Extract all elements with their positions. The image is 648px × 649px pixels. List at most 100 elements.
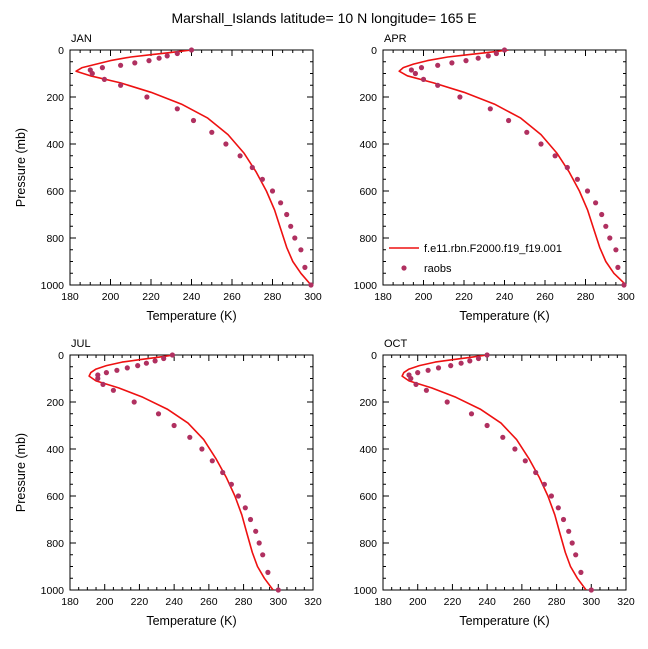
raobs-point: [500, 434, 506, 440]
y-tick-label: 600: [359, 491, 377, 503]
raobs-point: [143, 360, 149, 366]
raobs-point: [256, 540, 262, 546]
raobs-point: [593, 200, 599, 206]
panel-apr: APR 180 200 220 240 260 280 300 0 200 400 600 800 100…: [354, 33, 635, 323]
raobs-point: [435, 365, 442, 371]
raobs-point: [275, 587, 281, 593]
raobs-point: [118, 62, 124, 68]
raobs-point: [124, 365, 130, 371]
x-tick-label: 280: [235, 596, 253, 608]
plot-frame: [382, 354, 627, 591]
y-axis-label: Pressure (mb): [14, 433, 28, 512]
raobs-point: [89, 70, 95, 77]
x-tick-label: 200: [96, 596, 114, 608]
raobs-point: [247, 516, 254, 523]
raobs-point: [415, 370, 421, 376]
y-axis-label: Pressure (mb): [14, 128, 28, 207]
raobs-point: [615, 264, 621, 270]
x-axis-label: Temperature (K): [146, 309, 236, 323]
raobs-point: [435, 82, 441, 88]
raobs-point: [110, 387, 116, 393]
raobs-point: [302, 264, 308, 270]
plot-frame: [69, 49, 314, 286]
raobs-point: [118, 82, 124, 88]
raobs-point: [171, 422, 177, 429]
raobs-point: [418, 65, 425, 71]
x-tick-label: 240: [478, 596, 496, 608]
raobs-point: [156, 55, 162, 61]
raobs-point: [209, 129, 215, 135]
y-tick-label: 400: [46, 139, 64, 151]
figure-title: Marshall_Islands latitude= 10 N longitud…: [171, 10, 476, 26]
raobs-point: [449, 60, 455, 66]
y-tick-label: 200: [46, 92, 64, 104]
y-tick-label: 800: [46, 233, 64, 245]
y-tick-label: 0: [371, 45, 377, 57]
raobs-point: [603, 223, 609, 229]
y-tick-label: 800: [359, 538, 377, 550]
raobs-point: [199, 446, 205, 452]
x-tick-label: 320: [304, 596, 322, 608]
raobs-point: [607, 235, 613, 241]
y-tick-label: 800: [359, 233, 377, 245]
raobs-point: [164, 53, 170, 59]
raobs-point: [237, 153, 243, 159]
raobs-point: [444, 399, 450, 405]
x-tick-label: 300: [583, 596, 601, 608]
y-tick-label: 0: [58, 45, 64, 57]
x-tick-label: 300: [617, 291, 635, 303]
y-tick-label: 600: [46, 491, 64, 503]
panel-label: APR: [384, 33, 407, 45]
raobs-point: [578, 569, 584, 576]
y-tick-label: 1000: [41, 585, 65, 597]
raobs-point: [260, 552, 266, 558]
raobs-point: [548, 493, 555, 499]
x-tick-label: 180: [374, 291, 392, 303]
raobs-point: [155, 411, 162, 417]
raobs-point: [552, 153, 558, 159]
legend-obs-label: raobs: [424, 263, 452, 275]
raobs-point: [506, 117, 512, 124]
x-tick-label: 320: [617, 596, 635, 608]
raobs-point: [259, 176, 265, 182]
x-tick-label: 180: [61, 596, 79, 608]
raobs-point: [522, 458, 528, 464]
raobs-point: [484, 352, 490, 358]
raobs-point: [249, 164, 255, 171]
raobs-point: [298, 247, 304, 253]
raobs-point: [487, 106, 493, 112]
raobs-point: [174, 50, 180, 57]
raobs-point: [621, 282, 627, 288]
raobs-point: [146, 58, 152, 64]
x-tick-label: 260: [536, 291, 554, 303]
raobs-point: [425, 367, 431, 373]
x-tick-label: 280: [264, 291, 282, 303]
raobs-point: [223, 141, 229, 147]
x-tick-label: 240: [183, 291, 201, 303]
raobs-point: [584, 188, 591, 194]
panel-oct: OCT 180 200 220 240 260 280 300 320 0 200 400 600 800…: [354, 338, 635, 628]
y-tick-label: 1000: [41, 280, 65, 292]
raobs-point: [408, 375, 414, 382]
raobs-point: [501, 47, 508, 53]
raobs-point: [135, 363, 141, 369]
x-tick-label: 280: [548, 596, 566, 608]
raobs-point: [284, 211, 290, 218]
raobs-point: [190, 117, 197, 124]
raobs-point: [574, 176, 581, 182]
x-tick-label: 220: [444, 596, 462, 608]
raobs-point: [413, 381, 419, 387]
raobs-point: [566, 528, 572, 534]
raobs-point: [99, 65, 105, 71]
x-tick-label: 220: [131, 596, 149, 608]
raobs-point: [573, 552, 579, 558]
raobs-point: [613, 247, 619, 253]
raobs-point: [448, 363, 454, 369]
raobs-point: [228, 481, 234, 487]
x-tick-label: 260: [200, 596, 218, 608]
raobs-point: [95, 375, 101, 382]
raobs-point: [533, 469, 539, 476]
raobs-point: [512, 446, 518, 452]
